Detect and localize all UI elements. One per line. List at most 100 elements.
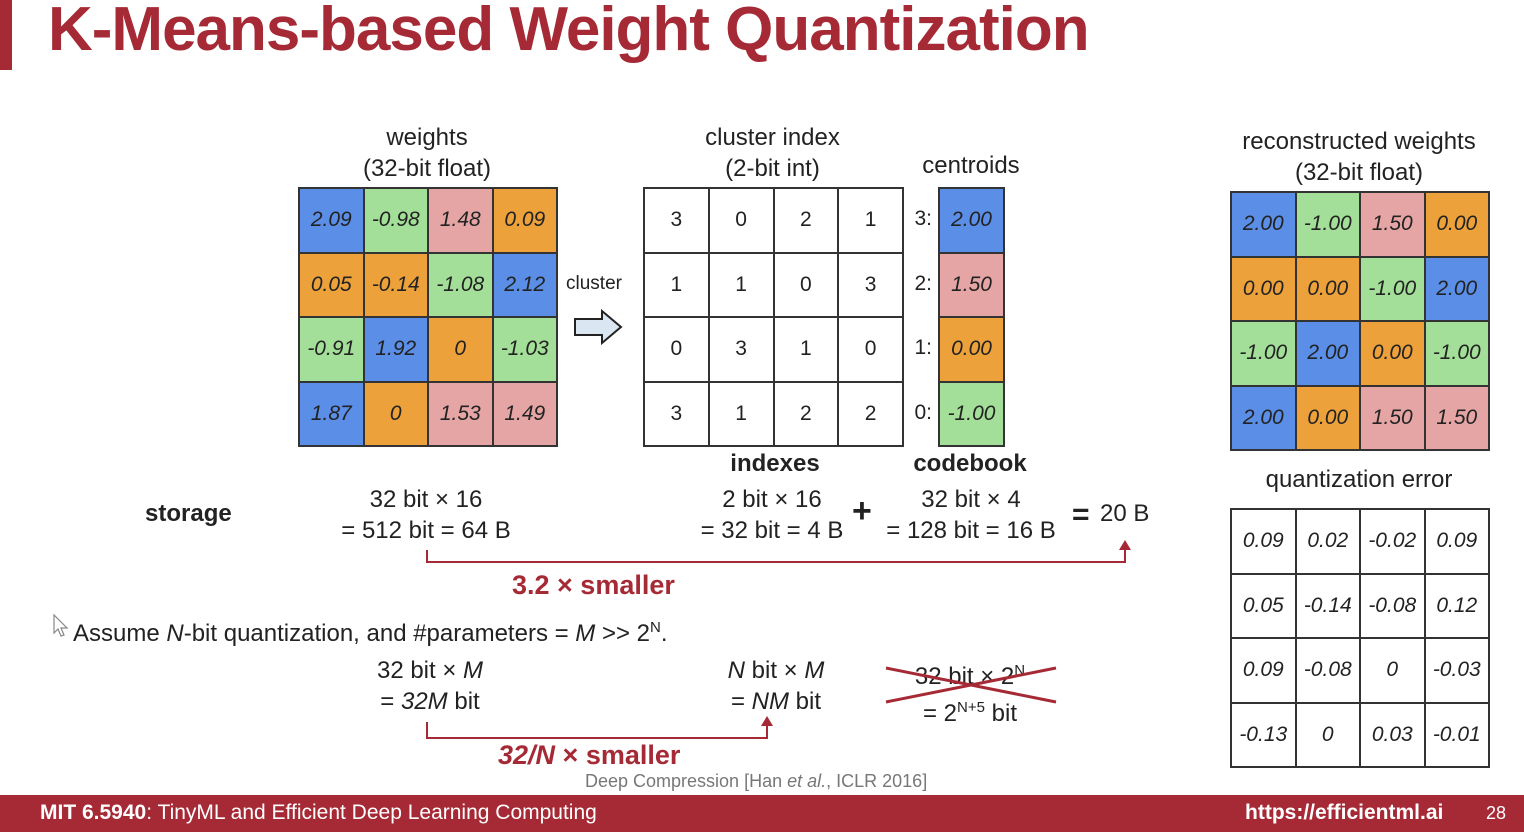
cluster-index-cell: 1 [838, 188, 903, 253]
weight-cell: -0.91 [299, 317, 364, 382]
weight-cell: 1.92 [363, 317, 428, 382]
general-float-line2-pre: = [380, 688, 401, 715]
general-float: 32 bit × M = 32M bit [330, 655, 530, 717]
quant-error-cell: 0.09 [1424, 509, 1489, 574]
cursor-icon [52, 613, 70, 642]
cluster-index-title: cluster index (2-bit int) [643, 122, 902, 184]
general-float-line2: = 32M bit [330, 686, 530, 717]
reconstructed-cell: 2.00 [1231, 192, 1296, 257]
centroid-key: 1: [914, 336, 932, 359]
reconstructed-cell: 0.00 [1295, 385, 1360, 450]
cluster-index-cell: 0 [644, 317, 709, 382]
reconstructed-cell: 1.50 [1360, 385, 1425, 450]
storage-codebook-line1: 32 bit × 4 [921, 486, 1021, 513]
assume-suffix: >> 2 [595, 620, 651, 647]
cluster-index-cell: 1 [644, 252, 709, 317]
storage-label: storage [145, 500, 232, 527]
cluster-index-cell: 0 [838, 317, 903, 382]
general-codebook-line1-sup: N [1014, 662, 1026, 679]
assume-end: . [660, 620, 668, 647]
general-codebook-line2-text: = 2 [923, 700, 958, 727]
assume-m: M [575, 620, 596, 647]
quant-error-cell: -0.02 [1360, 509, 1425, 574]
assume-sup: N [650, 619, 661, 636]
weight-cell: -0.14 [363, 252, 428, 317]
general-int-line2-pre: = [730, 688, 752, 715]
general-int: N bit × M = NM bit [676, 655, 876, 717]
footer-course-code: MIT 6.5940 [40, 801, 147, 824]
storage-indexes-line1: 2 bit × 16 [722, 486, 822, 513]
assume-n: N [166, 620, 184, 647]
quant-error-cell: -0.03 [1424, 638, 1489, 703]
centroid-cell: 0.00 [939, 317, 1004, 382]
reconstructed-title-line1: reconstructed weights [1242, 128, 1476, 155]
reconstructed-cell: 2.00 [1231, 385, 1296, 450]
storage-comparison-bracket [426, 540, 1131, 563]
weights-title-line1: weights [386, 124, 468, 151]
cluster-index-cell: 3 [644, 188, 709, 253]
page-number: 28 [1486, 803, 1507, 823]
general-int-line2-it: NM [751, 688, 789, 715]
general-int-line1-m: M [804, 657, 825, 684]
footer-bar: MIT 6.5940: TinyML and Efficient Deep Le… [0, 795, 1524, 832]
reconstructed-cell: -1.00 [1295, 192, 1360, 257]
quant-error-cell: 0.12 [1424, 573, 1489, 638]
cluster-index-cell: 3 [708, 317, 774, 382]
centroid-cell: 1.50 [939, 252, 1004, 317]
weight-cell: 2.12 [492, 252, 557, 317]
reconstructed-cell: 0.00 [1360, 321, 1425, 386]
weight-cell: 1.49 [492, 381, 557, 446]
cluster-index-cell: 0 [773, 252, 839, 317]
general-smaller-it: 32/N [498, 740, 556, 770]
centroid-cell: -1.00 [939, 381, 1004, 446]
general-int-line1-n: N [727, 657, 745, 684]
centroids-matrix: 2.00 1.50 0.00 -1.00 [938, 187, 1005, 447]
centroid-cell: 2.00 [939, 188, 1004, 253]
general-smaller-rest: × smaller [555, 740, 681, 770]
general-codebook-line2-sup: N+5 [957, 699, 985, 716]
arrow-right-icon [572, 308, 624, 351]
cluster-index-cell: 2 [838, 381, 903, 446]
assume-prefix: Assume [73, 620, 167, 647]
quant-error-matrix: 0.09 0.02 -0.02 0.09 0.05 -0.14 -0.08 0.12 0.09-… [1230, 508, 1490, 768]
general-float-line2-post: bit [447, 688, 480, 715]
storage-total: 20 B [1100, 500, 1150, 527]
cluster-label: cluster [566, 273, 622, 294]
weight-cell: 1.48 [428, 188, 493, 253]
weight-cell: 0.05 [299, 252, 364, 317]
quant-error-cell: 0.02 [1295, 509, 1360, 574]
citation-post: , ICLR 2016] [826, 771, 928, 791]
storage-smaller-text: 3.2 × smaller [512, 570, 675, 600]
centroid-key: 2: [914, 271, 932, 295]
cluster-index-cell: 1 [708, 252, 774, 317]
cluster-index-title-line2: (2-bit int) [725, 155, 820, 182]
quant-error-cell: 0.09 [1231, 638, 1296, 703]
footer-url-link[interactable]: https://efficientml.ai [1245, 801, 1444, 824]
citation-pre: Deep Compression [Han [585, 771, 788, 791]
general-int-line2: = NM bit [676, 686, 876, 717]
weights-title-line2: (32-bit float) [362, 155, 492, 182]
cluster-index-cell: 1 [773, 317, 839, 382]
cluster-index-cell: 0 [708, 188, 774, 253]
quant-error-cell: -0.13 [1231, 702, 1296, 767]
storage-indexes: 2 bit × 16 = 32 bit = 4 B [680, 484, 864, 546]
centroid-keys: 3: 2: 1: 0: [902, 187, 932, 445]
general-int-line1-mid: bit × [744, 657, 805, 684]
weight-cell: 2.09 [299, 188, 364, 253]
storage-codebook: 32 bit × 4 = 128 bit = 16 B [872, 484, 1070, 546]
weight-cell: 0 [428, 317, 493, 382]
centroid-key: 0: [914, 400, 932, 424]
quant-error-cell: 0.09 [1231, 509, 1296, 574]
reconstructed-cell: -1.00 [1231, 321, 1296, 386]
plus-sign: + [852, 492, 872, 530]
centroid-key: 3: [914, 207, 932, 230]
reconstructed-cell: 0.00 [1295, 256, 1360, 321]
indexes-label: indexes [730, 450, 820, 477]
reconstructed-title: reconstructed weights (32-bit float) [1230, 126, 1488, 188]
cluster-index-title-line1: cluster index [705, 124, 840, 151]
quant-error-cell: 0 [1360, 638, 1425, 703]
reconstructed-matrix: 2.00 -1.00 1.50 0.00 0.00 0.00 -1.00 2.00 -1.00 2… [1230, 191, 1490, 451]
citation: Deep Compression [Han et al., ICLR 2016] [585, 771, 927, 792]
assume-mid: -bit quantization, and #parameters = [183, 620, 576, 647]
